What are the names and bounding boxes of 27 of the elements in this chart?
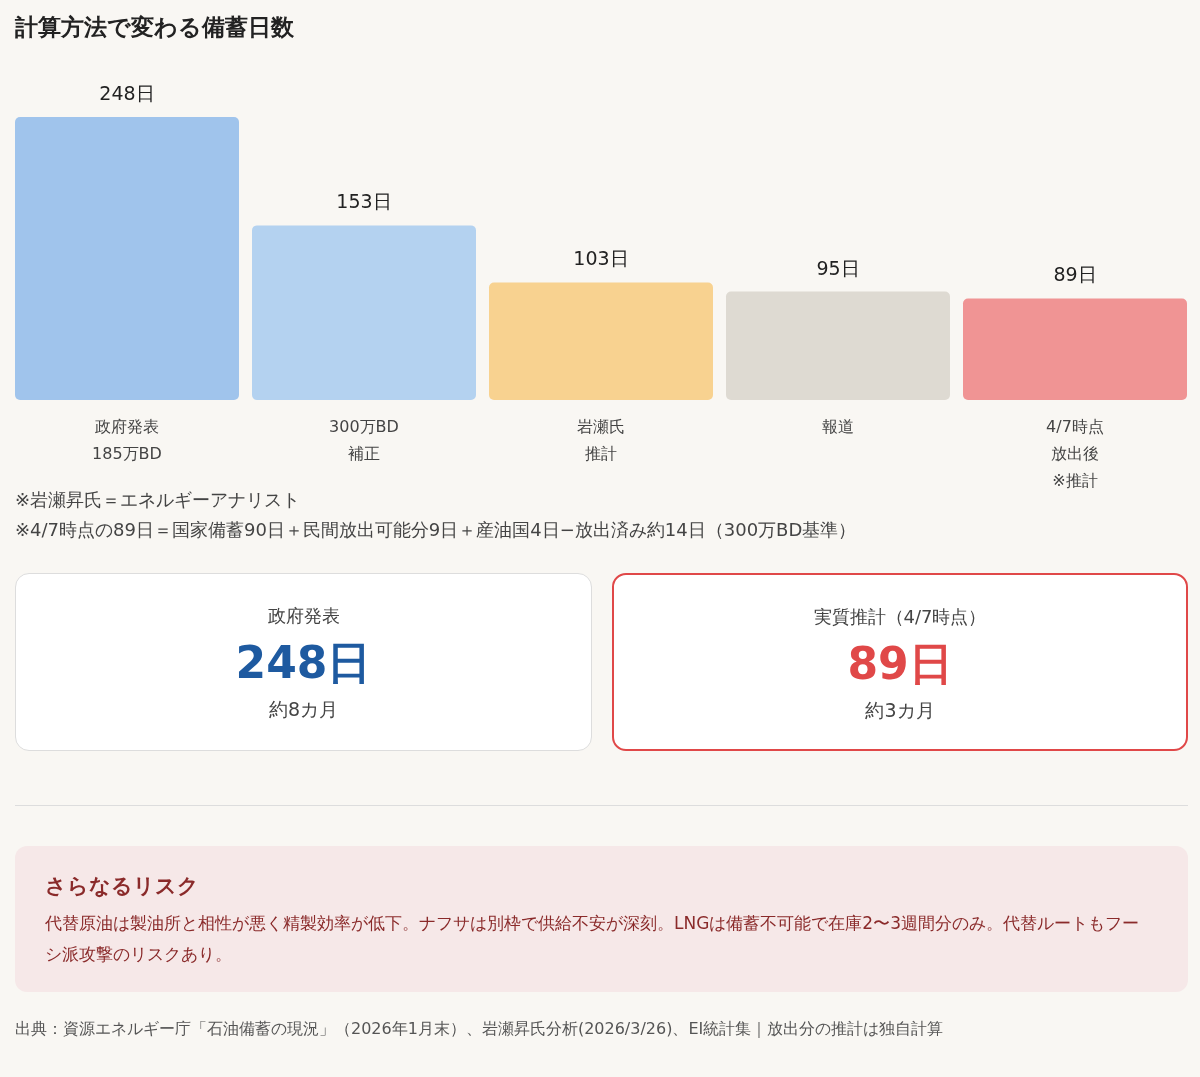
x-tick-label: 4/7時点放出後※推計 (1045, 416, 1105, 492)
text: 実質推計（4/7時点） (812, 605, 988, 629)
data-label: 89日 (1053, 263, 1097, 286)
bar (963, 298, 1187, 400)
source-note: 出典：資源エネルギー庁「石油備蓄の現況」（2026年1月末）、岩瀬昇氏分析(2026/3/26)、EI統計集｜放出分の推計は独自計算 (15, 1018, 945, 1040)
text: 89日 (846, 637, 954, 691)
bar (726, 291, 950, 400)
data-label: 153日 (336, 190, 392, 213)
data-label: 248日 (99, 82, 155, 104)
text: ※4/7時点の89日＝国家備蓄90日＋民間放出可能分9日＋産油国4日−放出済み約14日（300万BD基準） (15, 519, 857, 540)
x-tick-label: 政府発表 185万BD (92, 416, 162, 465)
bar (252, 225, 476, 400)
bar (15, 117, 239, 400)
text: 約3カ月 (864, 698, 936, 723)
text: ※岩瀬昇氏＝エネルギーアナリスト (15, 489, 301, 510)
data-label: 103日 (573, 247, 629, 270)
text: さらなるリスク (45, 873, 200, 900)
bar (489, 282, 713, 400)
text: 代替原油は製油所と相性が悪く精製効率が低下。ナフサは別枠で供給不安が深刻。LNGは備蓄不可能で在庫2〜3週間分のみ。代替ルートもフーシ派攻撃のリスクあり。 (45, 912, 1140, 966)
text: 248日 (234, 636, 373, 690)
text: 約8カ月 (267, 697, 340, 722)
chart-title: 計算方法で変わる備蓄日数 (14, 14, 295, 40)
x-tick-label: 300万BD 補正 (329, 416, 399, 465)
x-tick-label: 報道 (821, 416, 855, 438)
x-tick-label: 岩瀬氏推計 (576, 416, 626, 465)
text: 政府発表 (266, 604, 341, 628)
data-label: 95日 (816, 256, 860, 279)
